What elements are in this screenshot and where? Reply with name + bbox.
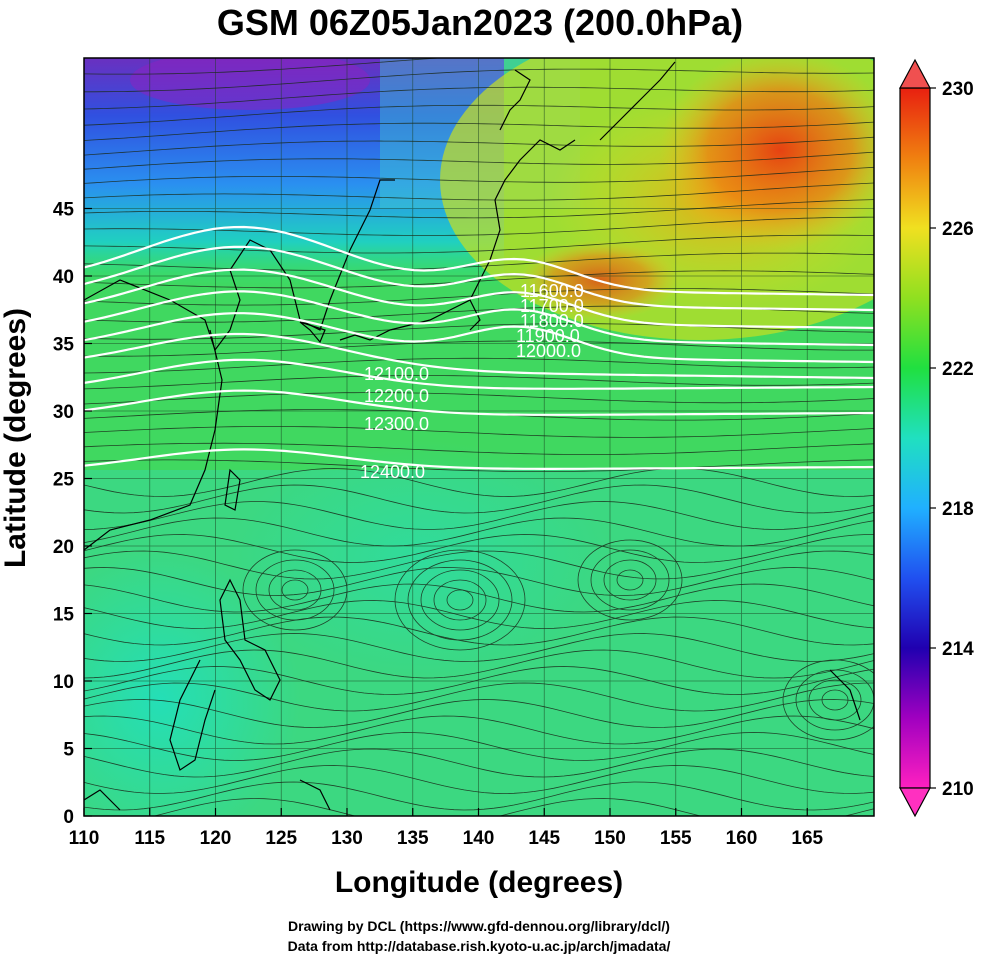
contour-label: 12100.0 (364, 364, 429, 384)
x-tick-label: 115 (134, 828, 165, 849)
y-tick-label: 10 (53, 672, 74, 693)
colorbar-label: 226 (942, 219, 974, 240)
contour-label: 12400.0 (360, 462, 425, 482)
contour-label: 12300.0 (364, 414, 429, 434)
height-contour (84, 358, 874, 390)
y-tick-label: 20 (53, 537, 74, 558)
height-contour (84, 332, 874, 380)
colorbar-label: 230 (942, 79, 974, 100)
y-tick-label: 15 (53, 605, 75, 626)
map-title: GSM 06Z05Jan2023 (200.0hPa) (216, 2, 744, 43)
contour-label: 12000.0 (516, 341, 581, 361)
x-tick-label: 120 (200, 828, 232, 849)
y-tick-label: 5 (63, 740, 74, 761)
contour-label: 11900.0 (516, 326, 580, 346)
y-tick-label: 35 (53, 335, 75, 356)
height-contour (84, 389, 874, 416)
colorbar-min-arrow (898, 787, 932, 818)
credit-drawing: Drawing by DCL (https://www.gfd-dennou.o… (288, 918, 670, 934)
colorbar-label: 218 (942, 499, 974, 520)
colorbar-label: 222 (942, 359, 974, 380)
contour-label: 12200.0 (364, 386, 429, 406)
y-tick-label: 40 (53, 267, 74, 288)
x-tick-label: 125 (265, 828, 297, 849)
height-contour (84, 290, 874, 347)
x-tick-label: 135 (397, 828, 429, 849)
height-contour (84, 225, 874, 297)
colorbar-label: 210 (942, 779, 974, 800)
x-tick-label: 160 (726, 828, 758, 849)
x-tick-label: 140 (463, 828, 495, 849)
x-tick-label: 130 (331, 828, 363, 849)
y-tick-label: 30 (53, 402, 74, 423)
colorbar-body (899, 87, 931, 789)
y-tick-label: 0 (63, 807, 74, 828)
height-contour (84, 312, 874, 364)
colorbar-label: 214 (942, 639, 974, 660)
x-axis-label: Longitude (degrees) (334, 866, 624, 899)
x-tick-label: 110 (69, 828, 100, 849)
temperature-field (84, 58, 874, 816)
colorbar-max-arrow (898, 58, 932, 89)
x-tick-label: 145 (528, 828, 560, 849)
height-contour (84, 268, 874, 330)
contour-label: 11700.0 (520, 296, 584, 316)
x-tick-label: 165 (791, 828, 823, 849)
credit-data: Data from http://database.rish.kyoto-u.a… (287, 938, 671, 954)
x-tick-label: 155 (660, 828, 692, 849)
height-contour (84, 245, 874, 312)
contour-label: 11600.0 (520, 281, 584, 301)
y-tick-label: 45 (53, 200, 75, 221)
colorbar: 210 214 218 222 226 230 (898, 58, 974, 818)
y-axis-label: Latitude (degrees) (0, 307, 32, 569)
height-contour (84, 448, 874, 470)
y-tick-label: 25 (53, 470, 75, 491)
x-tick-label: 150 (594, 828, 626, 849)
contour-label: 11800.0 (520, 311, 584, 331)
coastlines (84, 61, 861, 811)
